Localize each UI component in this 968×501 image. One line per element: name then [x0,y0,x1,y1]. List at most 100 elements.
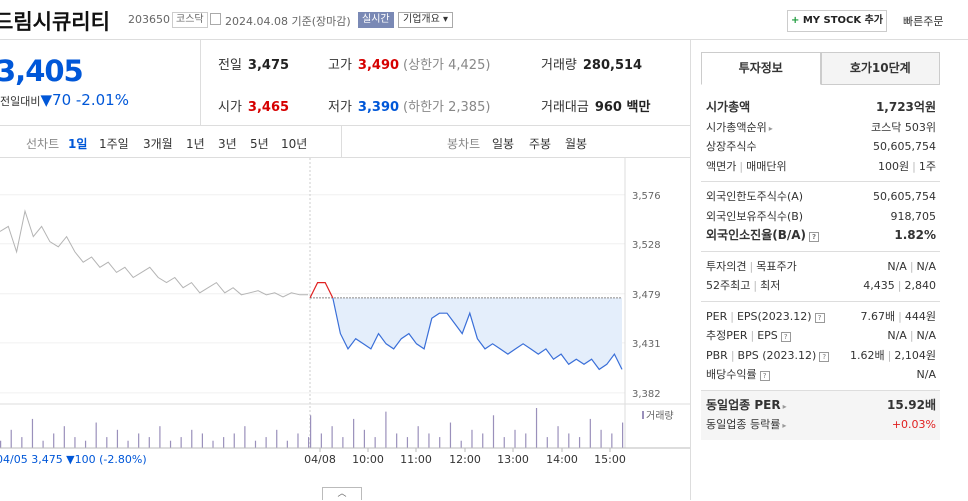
info-row: 외국인한도주식수(A) 50,605,754 [706,187,936,207]
volume-bar [578,437,581,448]
change-rate: -2.01% [75,91,129,109]
info-value: N/A [917,365,936,385]
info-value-text: 50,605,754 [873,190,936,203]
volume-bar [10,429,12,448]
volume-bar [201,433,203,448]
info-label-text: BPS (2023.12) [737,348,817,362]
info-value: 50,605,754 [873,187,936,207]
info-label-text: 52주최고 [706,279,751,292]
volume-bar [244,426,246,448]
summary-cell: 거래량 280,514 [541,54,642,73]
summary-label: 시가 [218,100,242,115]
volume-bar [106,437,108,448]
info-value: 4,435 | 2,840 [863,276,936,296]
info-label-text: 시가총액 [706,100,751,114]
y-tick-label: 3,479 [632,290,661,301]
info-value: 918,705 [891,207,937,227]
help-icon[interactable]: ? [819,351,830,362]
collapse-button[interactable]: ︿ [322,487,362,500]
info-row: 액면가 | 매매단위 100원 | 1주 [706,157,936,177]
help-icon[interactable]: ? [809,232,820,242]
summary-extra: (하한가 2,385) [403,100,491,115]
period-bar: 선차트 1일 1주일 3개월 1년 3년 5년 10년 봉차트 일봉 주봉 월봉 [0,125,690,158]
info-label-text: 외국인소진율(B/A) [706,228,807,242]
summary-label: 전일 [218,58,242,73]
summary-extra: (상한가 4,425) [403,58,491,73]
price-line [309,297,623,371]
help-icon[interactable]: ? [780,332,791,342]
info-value-text: N/A [887,329,907,342]
info-label: 외국인보유주식수(B) [706,207,803,227]
period-option[interactable]: 3년 [218,137,237,151]
info-row: 배당수익률? N/A [706,365,936,385]
info-row: 동일업종 등락률 ▸ +0.03% [706,415,936,435]
period-option[interactable]: 3개월 [143,137,173,151]
period-option[interactable]: 월봉 [565,137,588,151]
help-icon[interactable]: ? [759,371,770,381]
period-option[interactable]: 5년 [250,137,269,151]
volume-bar [471,429,473,448]
period-option[interactable]: 1년 [186,137,205,151]
chart: 3,576 3,528 3,479 3,431 3,382 거래량 04/08 10:00 11… [0,158,690,466]
summary-value: 3,465 [247,100,290,115]
arrow-icon: ▸ [782,421,787,430]
volume-bar [191,429,193,448]
summary-cell: 전일 3,475 [218,54,289,73]
separator: | [750,329,755,342]
info-row: 52주최고 | 최저 4,435 | 2,840 [706,276,936,296]
spacer [701,85,940,93]
period-option[interactable]: 1주일 [99,137,129,151]
info-label-text: 매매단위 [746,159,787,173]
header: 드림시큐리티 203650 코스닥 2024.04.08 기준(장마감) 실시간… [0,0,968,40]
info-label: 시가총액순위 ▸ [706,118,773,138]
market-badge: 코스닥 [172,12,208,28]
volume-bar [331,426,333,448]
volume-bar [276,429,278,448]
arrow-icon: ▸ [768,123,773,133]
volume-bar [568,433,570,448]
volume-bar [374,437,376,448]
info-label: 추정PER | EPS? [706,326,791,346]
period-option[interactable]: 주봉 [529,137,552,151]
info-label-text: 추정PER [706,329,748,342]
info-value-text: 15.92배 [887,397,936,412]
summary-value: 3,390 [357,100,400,115]
tabs: 투자정보 호가10단계 [701,52,940,85]
separator: | [897,279,902,292]
info-label: 외국인소진율(B/A)? [706,226,820,246]
mystock-button[interactable]: + MY STOCK 추가 [787,10,887,32]
tab[interactable]: 투자정보 [701,52,821,85]
volume-bar [492,415,495,448]
info-value: 코스닥 503위 [871,118,936,138]
info-label: 52주최고 | 최저 [706,276,780,296]
volume-bar [169,440,172,448]
summary-cell: 시가 3,465 [218,96,289,115]
help-icon[interactable]: ? [814,312,825,323]
info-section: 투자의견 | 목표주가 N/A | N/A 52주최고 | 최저 4,435 | 2,840 [701,252,940,302]
period-option[interactable]: 10년 [281,137,308,151]
volume-bar [557,426,559,448]
period-option[interactable]: 1일 [68,137,88,151]
summary-label: 거래량 [541,58,577,73]
info-row: 외국인소진율(B/A)? 1.82% [706,226,936,246]
volume-bar [212,440,214,448]
summary-value: 280,514 [582,58,643,73]
summary-label: 거래대금 [541,100,589,115]
info-value: N/A | N/A [887,326,936,346]
volume-bar [286,440,288,448]
period-option[interactable]: 일봉 [492,137,515,151]
volume-bar [385,411,387,448]
info-label-text: 동일업종 PER [706,397,781,412]
quick-order[interactable]: 빠른주문 [903,15,944,28]
info-value-text: 코스닥 503위 [871,120,936,134]
prev-day-label: 04/05 3,475 ▼100 (-2.80%) [0,453,147,466]
separator: | [753,279,758,292]
volume-bar [21,437,23,448]
tab[interactable]: 호가10단계 [820,52,940,85]
info-value-text: 2,104원 [894,348,936,362]
info-value: N/A | N/A [887,257,936,277]
realtime-badge[interactable]: 실시간 [358,12,394,28]
volume-bar [503,437,505,448]
summary-value: 960 백만 [594,100,651,115]
overview-button[interactable]: 기업개요 ▾ [398,12,453,28]
